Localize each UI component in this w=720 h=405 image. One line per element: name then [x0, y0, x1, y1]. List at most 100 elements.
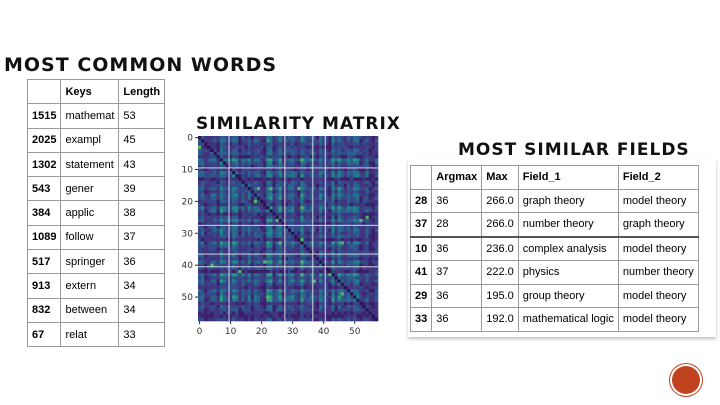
heatmap-cell: [284, 158, 289, 162]
heatmap-cell: [312, 292, 317, 296]
heatmap-cell: [374, 145, 379, 150]
heatmap-cell: [244, 148, 248, 153]
heatmap-cell: [300, 234, 304, 239]
heatmap-cell: [356, 155, 360, 159]
heatmap-cell: [225, 148, 230, 153]
heatmap-cell: [266, 171, 270, 175]
heatmap-cell: [359, 190, 363, 194]
heatmap-cell: [213, 257, 217, 261]
heatmap-cell: [260, 317, 264, 322]
heatmap-cell: [278, 145, 283, 150]
heatmap-cell: [253, 298, 258, 303]
heatmap-cell: [303, 289, 307, 293]
heatmap-cell: [294, 218, 298, 223]
heatmap-cell: [300, 317, 304, 322]
heatmap-cell: [350, 247, 354, 252]
y-tick-label: 20: [182, 197, 194, 207]
heatmap-cell: [353, 142, 357, 146]
heatmap-cell: [253, 285, 258, 290]
heatmap-cell: [368, 202, 373, 207]
heatmap-cell: [334, 164, 338, 169]
heatmap-cell: [229, 148, 233, 153]
heatmap-cell: [303, 234, 307, 239]
heatmap-cell: [315, 311, 320, 315]
heatmap-cell: [238, 167, 242, 172]
heatmap-cell: [216, 263, 221, 268]
heatmap-cell: [260, 164, 264, 169]
heatmap-cell: [337, 145, 342, 150]
heatmap-cell: [216, 212, 221, 217]
heatmap-cell: [263, 247, 267, 252]
heatmap-cell: [256, 308, 261, 312]
heatmap-cell: [328, 145, 332, 150]
heatmap-cell: [253, 254, 258, 258]
heatmap-cell: [266, 190, 270, 194]
heatmap-cell: [241, 276, 245, 280]
heatmap-cell: [225, 263, 230, 268]
heatmap-cell: [371, 247, 376, 252]
heatmap-cell: [306, 187, 311, 191]
heatmap-cell: [328, 174, 332, 178]
heatmap-cell: [222, 167, 227, 172]
heatmap-cell: [266, 292, 270, 296]
heatmap-cell: [210, 202, 214, 207]
heatmap-cell: [325, 317, 329, 322]
heatmap-cell: [322, 254, 326, 258]
heatmap-cell: [334, 218, 338, 223]
heatmap-cell: [315, 148, 320, 153]
cell-field-1: graph theory: [517, 188, 619, 213]
heatmap-cell: [229, 164, 233, 169]
heatmap-cell: [275, 317, 279, 322]
heatmap-cell: [346, 257, 351, 261]
heatmap-cell: [331, 199, 335, 204]
heatmap-cell: [253, 187, 258, 191]
heatmap-cell: [356, 266, 360, 271]
heatmap-cell: [198, 145, 202, 150]
heatmap-cell: [222, 161, 227, 166]
heatmap-cell: [312, 161, 317, 166]
heatmap-cell: [346, 238, 351, 242]
heatmap-cell: [225, 171, 230, 175]
heatmap-cell: [328, 161, 332, 166]
heatmap-cell: [204, 161, 208, 166]
heatmap-cell: [232, 295, 236, 299]
heatmap-cell: [297, 279, 301, 284]
heatmap-cell: [359, 136, 363, 140]
heatmap-cell: [256, 161, 261, 166]
heatmap-cell: [309, 244, 314, 248]
heatmap-cell: [210, 298, 214, 303]
heatmap-cell: [359, 311, 363, 315]
heatmap-cell: [204, 254, 208, 258]
heatmap-cell: [315, 254, 320, 258]
heatmap-cell: [260, 196, 264, 201]
heatmap-cell: [229, 260, 233, 264]
heatmap-cell: [319, 136, 323, 140]
heatmap-cell: [241, 196, 245, 201]
heatmap-cell: [340, 215, 345, 220]
heatmap-cell: [300, 244, 304, 248]
heatmap-cell: [374, 139, 379, 143]
heatmap-cell: [291, 263, 295, 268]
heatmap-cell: [201, 136, 205, 140]
cell-field-2: model theory: [617, 188, 699, 213]
heatmap-cell: [201, 164, 205, 169]
heatmap-cell: [315, 167, 320, 172]
heatmap-cell: [365, 167, 369, 172]
heatmap-cell: [225, 187, 230, 191]
heatmap-cell: [278, 285, 283, 290]
heatmap-cell: [300, 180, 304, 185]
heatmap-cell: [210, 164, 214, 169]
heatmap-cell: [312, 167, 317, 172]
heatmap-cell: [288, 209, 292, 213]
heatmap-cell: [306, 193, 311, 197]
cell-index: 1302: [26, 151, 62, 178]
heatmap-cell: [334, 158, 338, 162]
heatmap-cell: [225, 206, 230, 210]
heatmap-cell: [334, 139, 338, 143]
heatmap-cell: [247, 231, 252, 236]
heatmap-cell: [353, 231, 357, 236]
heatmap-cell: [204, 231, 208, 236]
heatmap-cell: [350, 317, 354, 322]
heatmap-cell: [319, 139, 323, 143]
heatmap-cell: [225, 202, 230, 207]
